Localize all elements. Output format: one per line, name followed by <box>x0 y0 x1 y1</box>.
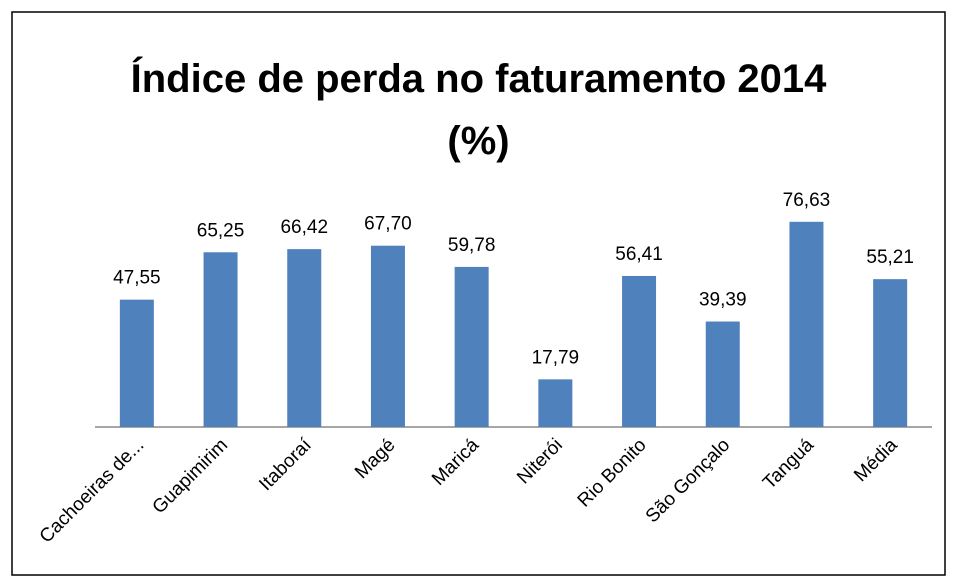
bar <box>370 245 405 427</box>
x-tick-label: Itaboraí <box>255 434 316 495</box>
x-tick-label: Maricá <box>428 434 483 489</box>
chart-title: Índice de perda no faturamento 2014 (%) <box>130 57 827 163</box>
x-tick-label: Tanguá <box>759 434 818 493</box>
bar <box>287 249 322 427</box>
x-tick-label: Guapimirim <box>149 435 233 519</box>
bar <box>119 299 154 427</box>
bar <box>622 275 657 427</box>
bar <box>538 379 573 427</box>
data-label: 76,63 <box>783 190 831 211</box>
bar <box>203 252 238 427</box>
x-tick-label: Média <box>850 434 902 486</box>
x-tick-label: Magé <box>351 435 399 483</box>
x-tick-label: Niterói <box>513 435 567 489</box>
bar <box>705 321 740 427</box>
data-label: 56,41 <box>615 244 663 265</box>
bar <box>873 279 908 427</box>
bar <box>789 221 824 427</box>
data-label: 65,25 <box>197 220 245 241</box>
data-label: 55,21 <box>866 247 914 268</box>
data-label: 47,55 <box>113 268 161 289</box>
bar <box>454 266 489 427</box>
chart-frame <box>11 11 946 576</box>
data-label: 66,42 <box>280 217 328 238</box>
x-tick-label: Cachoeiras de... <box>36 435 149 548</box>
x-tick-label: São Gonçalo <box>642 435 735 528</box>
data-label: 17,79 <box>532 347 580 368</box>
x-tick-label: Rio Bonito <box>574 435 651 512</box>
data-label: 39,39 <box>699 290 747 311</box>
data-label: 59,78 <box>448 235 496 256</box>
data-label: 67,70 <box>364 214 412 235</box>
